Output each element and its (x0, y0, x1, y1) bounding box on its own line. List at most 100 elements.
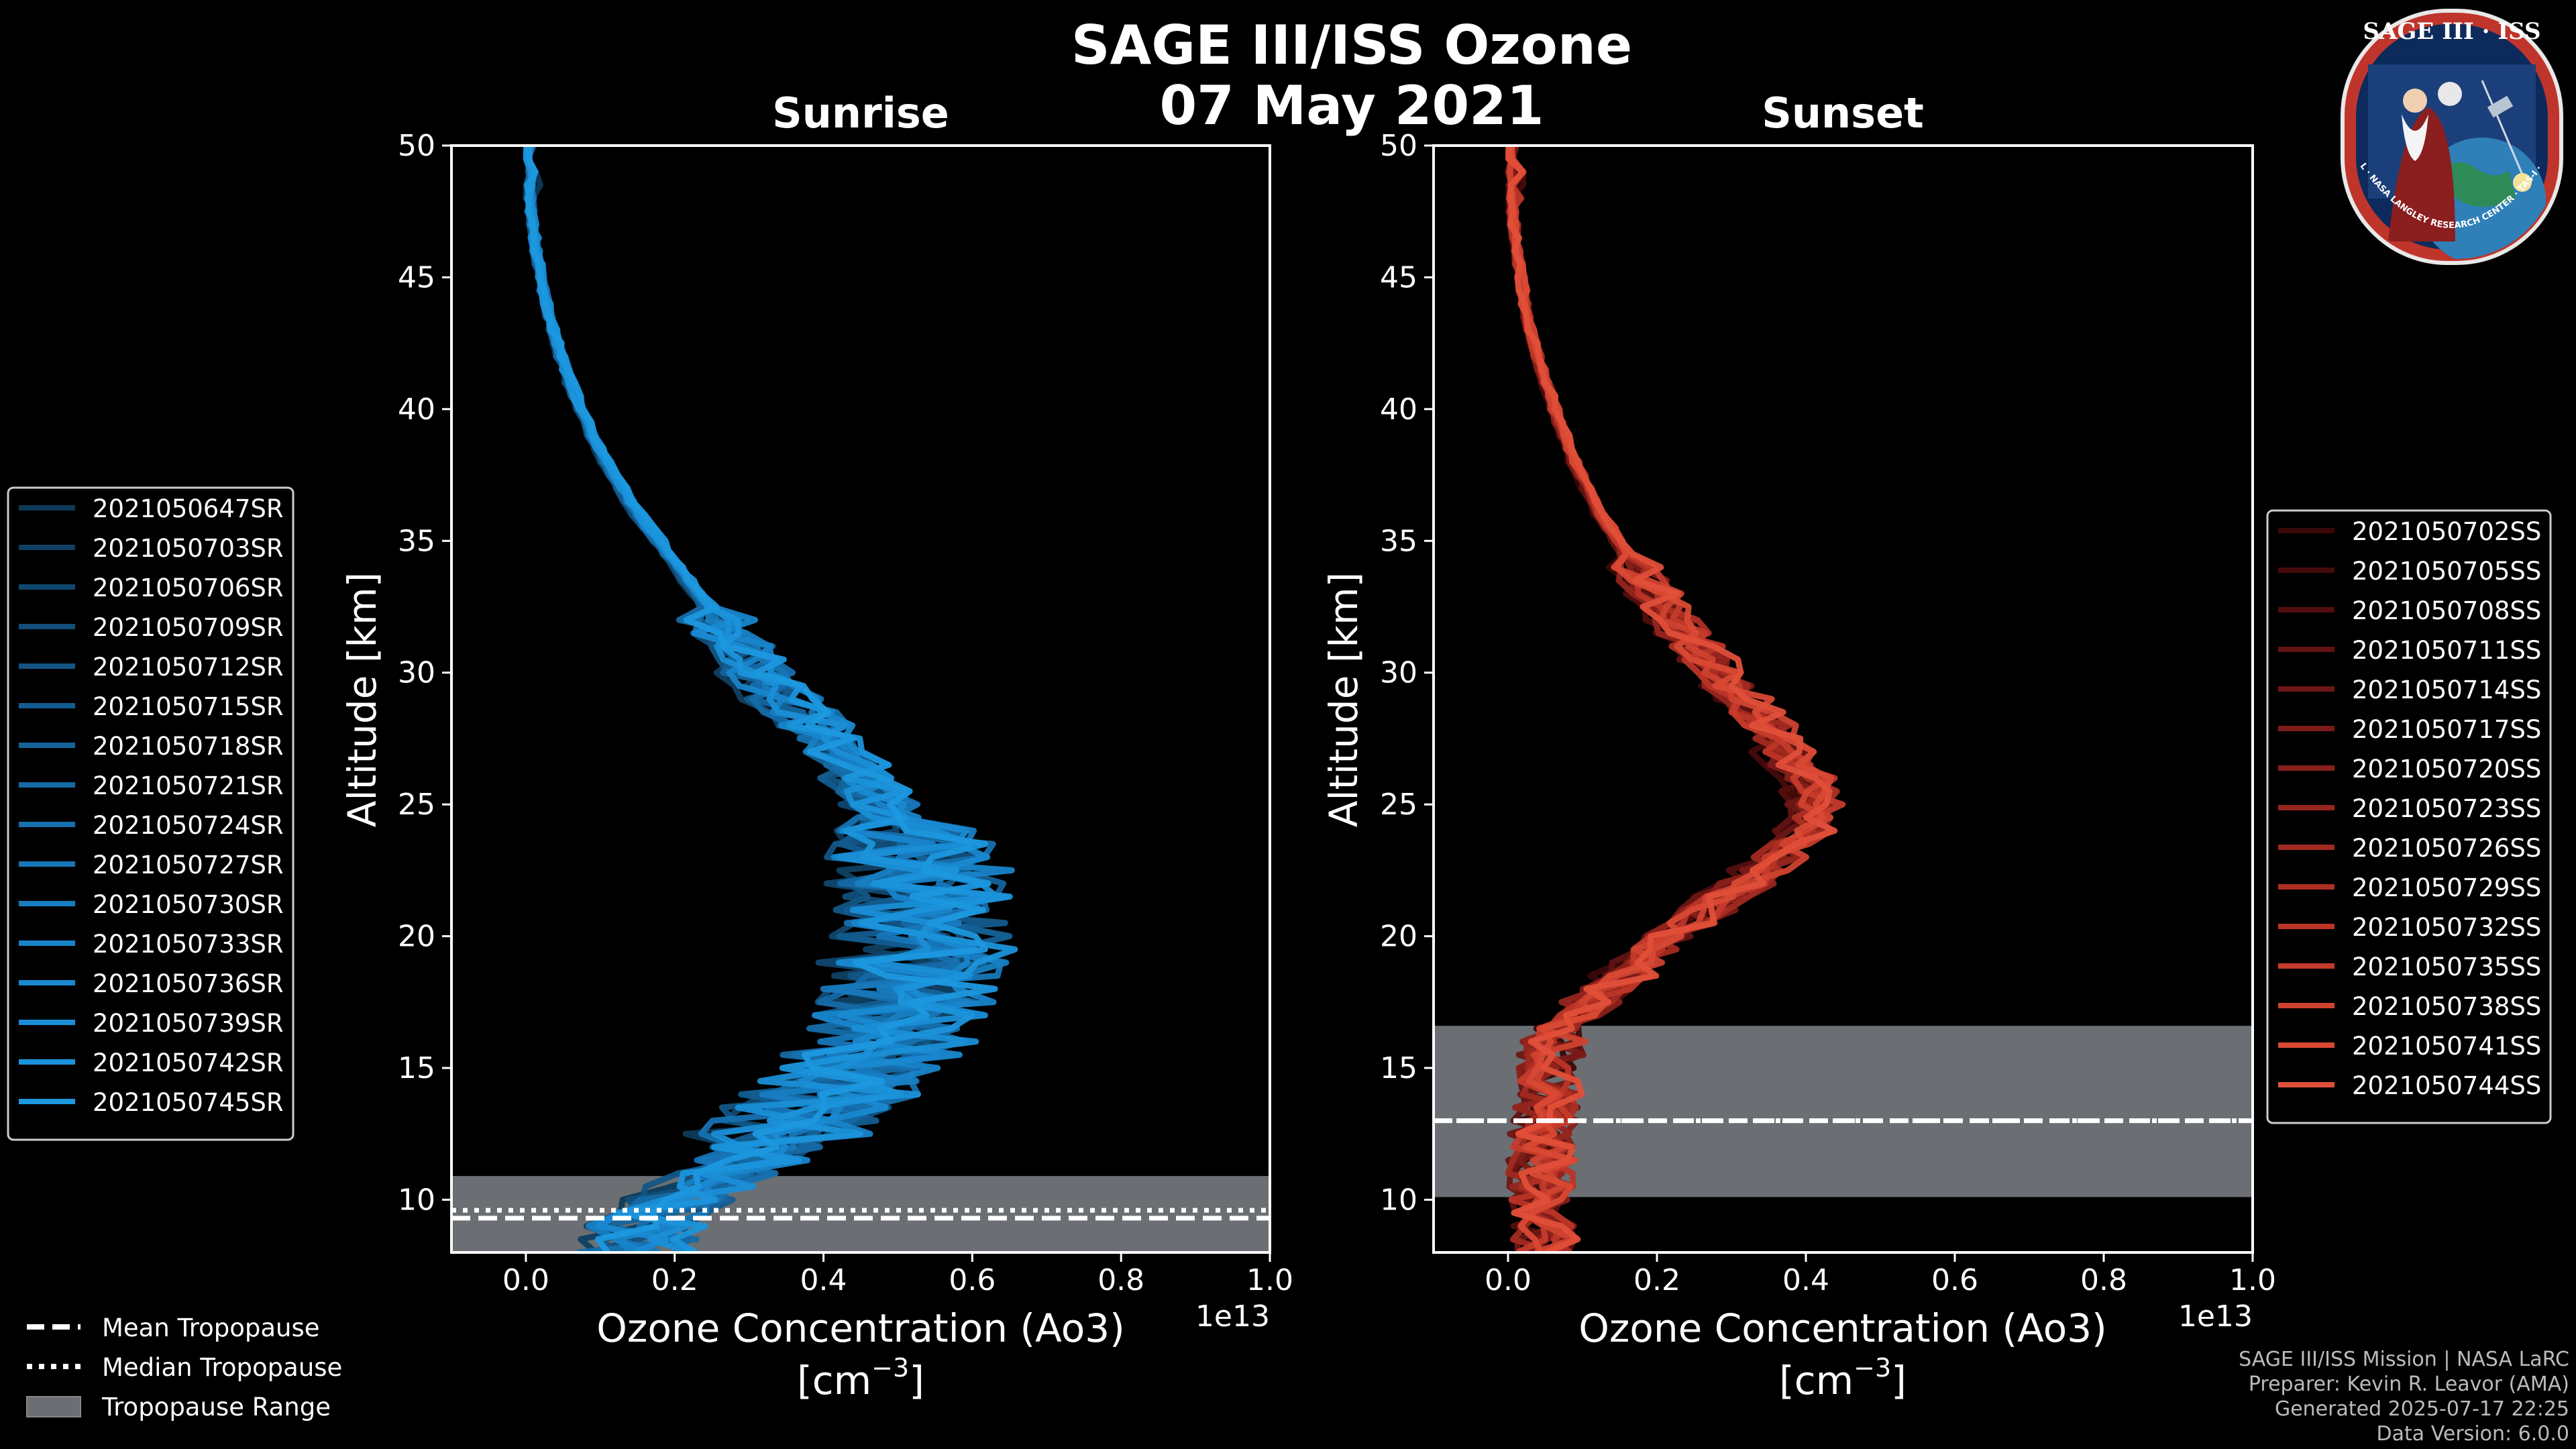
figure-date: 07 May 2021 (1160, 74, 1544, 137)
sunset-legend-label: 2021050744SS (2352, 1071, 2541, 1100)
sunset-legend-label: 2021050702SS (2352, 517, 2541, 546)
sunset-legend-label: 2021050720SS (2352, 755, 2541, 784)
sunrise-xtick-label: 0.8 (1097, 1263, 1144, 1297)
sunrise-legend-frame (7, 486, 294, 1141)
sunrise-offset-text: 1e13 (1195, 1299, 1270, 1334)
credit-preparer: Preparer: Kevin R. Leavor (AMA) (2249, 1373, 2569, 1396)
sunset-ytick-label: 10 (1380, 1183, 1417, 1217)
sunrise-ytick-label: 30 (398, 656, 435, 690)
sunset-ytick-label: 15 (1380, 1051, 1417, 1085)
sunset-ytick-label: 50 (1380, 129, 1417, 163)
sunrise-xlabel-units: [cm−3] (797, 1353, 924, 1403)
sunrise-legend: 2021050647SR 2021050703SR 2021050706SR 2021… (7, 486, 294, 1141)
sunrise-panel-title: Sunrise (772, 89, 949, 138)
sunset-legend-frame (2266, 509, 2552, 1124)
sunrise-legend-label: 2021050727SR (93, 851, 284, 879)
sunset-ytick-label: 35 (1380, 524, 1417, 558)
sunrise-legend-label: 2021050709SR (93, 613, 284, 642)
sunrise-legend-label: 2021050739SR (93, 1009, 284, 1038)
sunrise-legend-label: 2021050647SR (93, 494, 284, 523)
sunrise-ytick-label: 15 (398, 1051, 435, 1085)
sunrise-legend-label: 2021050724SR (93, 811, 284, 840)
sunrise-ylabel: Altitude [km] (339, 572, 385, 827)
sunset-legend-label: 2021050708SS (2352, 596, 2541, 625)
sunrise-unit-base: [cm (797, 1358, 871, 1403)
sunset-legend-label: 2021050705SS (2352, 557, 2541, 586)
sunrise-ytick-label: 45 (398, 260, 435, 294)
sunrise-legend-label: 2021050745SR (93, 1088, 284, 1117)
sunrise-legend-label: 2021050721SR (93, 771, 284, 800)
sunset-ytick-label: 30 (1380, 656, 1417, 690)
sunset-legend-label: 2021050714SS (2352, 676, 2541, 704)
sunrise-legend-label: 2021050718SR (93, 732, 284, 761)
sunrise-xlabel: Ozone Concentration (Ao3) (596, 1305, 1125, 1351)
sunset-legend-label: 2021050741SS (2352, 1032, 2541, 1061)
sunset-offset-text: 1e13 (2178, 1299, 2253, 1334)
sunset-panel-title: Sunset (1762, 89, 1924, 138)
sunset-legend-label: 2021050723SS (2352, 794, 2541, 823)
sunrise-ytick-label: 40 (398, 392, 435, 427)
sunrise-plot: 0.0 0.2 0.4 0.6 0.8 1.0 10 15 20 25 30 35 40 45 50 (398, 129, 1293, 1297)
mean-tropopause-label: Mean Tropopause (102, 1313, 320, 1342)
sunrise-legend-label: 2021050736SR (93, 969, 284, 998)
sunrise-ytick-label: 25 (398, 788, 435, 822)
sunset-unit-base: [cm (1779, 1358, 1854, 1403)
sunset-ytick-label: 40 (1380, 392, 1417, 427)
sunset-legend-label: 2021050735SS (2352, 953, 2541, 981)
sunrise-axes-frame (450, 144, 1271, 1254)
median-tropopause-label: Median Tropopause (102, 1353, 342, 1382)
sunrise-xtick-label: 1.0 (1246, 1263, 1293, 1297)
tropopause-range-swatch (26, 1396, 81, 1417)
tropopause-legend: Mean Tropopause Median Tropopause Tropop… (26, 1313, 342, 1421)
sunrise-ytick-label: 20 (398, 920, 435, 954)
sunrise-legend-label: 2021050733SR (93, 930, 284, 959)
tropopause-range-label: Tropopause Range (101, 1393, 331, 1421)
sunset-legend: 2021050702SS 2021050705SS 2021050708SS 2021… (2266, 509, 2552, 1124)
sunset-xtick-label: 1.0 (2229, 1263, 2276, 1297)
sunrise-profile-2021050745SR (525, 146, 998, 1252)
sunset-xlabel: Ozone Concentration (Ao3) (1578, 1305, 2107, 1351)
sunrise-legend-label: 2021050730SR (93, 890, 284, 919)
sunset-unit-close: ] (1891, 1358, 1907, 1403)
sunrise-legend-label: 2021050706SR (93, 574, 284, 602)
sunrise-ytick-label: 35 (398, 524, 435, 558)
sunrise-legend-label: 2021050703SR (93, 534, 284, 563)
sunset-legend-label: 2021050729SS (2352, 873, 2541, 902)
sunset-legend-label: 2021050738SS (2352, 992, 2541, 1021)
sunset-ylabel: Altitude [km] (1321, 572, 1366, 827)
credit-data-version: Data Version: 6.0.0 (2377, 1422, 2569, 1446)
sunset-xtick-label: 0.0 (1485, 1263, 1532, 1297)
sunrise-xtick-label: 0.2 (651, 1263, 698, 1297)
sunset-plot: 0.0 0.2 0.4 0.6 0.8 1.0 10 15 20 25 30 35 40 45 50 (1380, 129, 2276, 1297)
sunset-legend-label: 2021050711SS (2352, 636, 2541, 665)
sunrise-legend-label: 2021050742SR (93, 1049, 284, 1077)
sunset-ytick-label: 45 (1380, 260, 1417, 294)
sunset-profile-2021050744SS (1505, 146, 1838, 1252)
sunset-xtick-label: 0.8 (2080, 1263, 2127, 1297)
sunrise-ytick-label: 10 (398, 1183, 435, 1217)
credit-mission: SAGE III/ISS Mission | NASA LaRC (2239, 1348, 2569, 1371)
sunset-xtick-label: 0.6 (1931, 1263, 1978, 1297)
sunset-xlabel-units: [cm−3] (1779, 1353, 1907, 1403)
sunrise-unit-close: ] (909, 1358, 924, 1403)
sunrise-unit-exp: −3 (871, 1353, 909, 1383)
sunset-xtick-label: 0.2 (1633, 1263, 1680, 1297)
sunrise-xtick-label: 0.4 (800, 1263, 847, 1297)
credit-generated: Generated 2025-07-17 22:25 (2275, 1397, 2569, 1421)
sunset-legend-label: 2021050732SS (2352, 913, 2541, 942)
sunrise-legend-label: 2021050715SR (93, 692, 284, 721)
sunset-legend-label: 2021050717SS (2352, 715, 2541, 744)
sunrise-xtick-label: 0.0 (502, 1263, 549, 1297)
sunset-unit-exp: −3 (1854, 1353, 1891, 1383)
sunset-ytick-label: 20 (1380, 920, 1417, 954)
sunrise-ytick-label: 50 (398, 129, 435, 163)
logo-top-text: SAGE III · ISS (2363, 18, 2540, 45)
figure-title: SAGE III/ISS Ozone (1071, 14, 1632, 76)
sunset-ytick-label: 25 (1380, 788, 1417, 822)
sunset-axes-frame (1432, 144, 2254, 1254)
sunrise-tropopause-range (451, 1176, 1270, 1252)
sunrise-xtick-label: 0.6 (949, 1263, 996, 1297)
sunrise-profile-2021050742SR (526, 146, 1018, 1252)
sunrise-legend-label: 2021050712SR (93, 653, 284, 682)
